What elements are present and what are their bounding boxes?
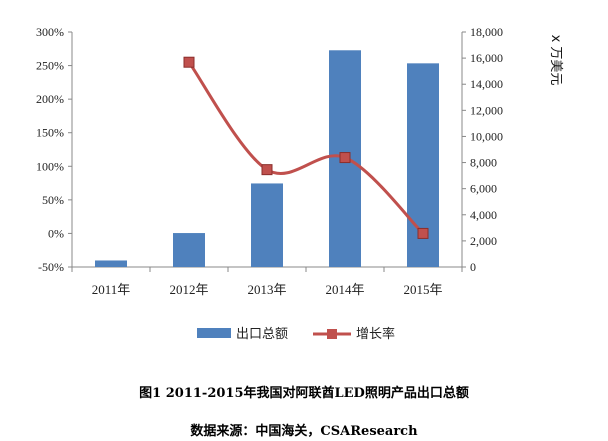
bar bbox=[173, 233, 205, 267]
chart-legend: 出口总额 增长率 bbox=[197, 326, 395, 342]
right-tick-label: 10,000 bbox=[470, 129, 503, 143]
left-tick-label: 150% bbox=[36, 126, 64, 140]
line-series bbox=[183, 56, 429, 239]
bar bbox=[95, 260, 127, 267]
right-tick-label: 8,000 bbox=[470, 156, 497, 170]
left-tick-label: 50% bbox=[42, 193, 64, 207]
legend-swatch-marker bbox=[327, 329, 337, 339]
growth-line bbox=[187, 61, 425, 235]
right-tick-label: 18,000 bbox=[470, 25, 503, 39]
left-tick-label: 250% bbox=[36, 59, 64, 73]
left-tick-label: -50% bbox=[38, 260, 64, 274]
growth-point bbox=[339, 152, 351, 164]
export-chart: -50% 0% 50% 100% 150% 200% 250% 300% 0 2,000 4,000… bbox=[36, 25, 563, 342]
category-label: 2015年 bbox=[403, 282, 442, 297]
bar bbox=[251, 183, 283, 267]
category-label: 2012年 bbox=[169, 282, 208, 297]
figure-source: 数据来源：中国海关，CSAResearch bbox=[190, 424, 418, 439]
category-label: 2013年 bbox=[247, 282, 286, 297]
right-tick-label: 6,000 bbox=[470, 182, 497, 196]
right-tick-label: 12,000 bbox=[470, 103, 503, 117]
right-axis-unit: x 万美元 bbox=[548, 35, 563, 86]
category-label: 2014年 bbox=[325, 282, 364, 297]
right-tick-label: 16,000 bbox=[470, 51, 503, 65]
bar-series bbox=[95, 50, 439, 268]
tick-labels: -50% 0% 50% 100% 150% 200% 250% 300% 0 2,000 4,000… bbox=[36, 25, 563, 297]
right-tick-label: 0 bbox=[470, 260, 476, 274]
left-tick-label: 0% bbox=[48, 226, 64, 240]
right-tick-label: 14,000 bbox=[470, 77, 503, 91]
right-tick-label: 2,000 bbox=[470, 234, 497, 248]
growth-point bbox=[261, 164, 273, 176]
legend-label-bar: 出口总额 bbox=[236, 327, 288, 342]
right-tick-label: 4,000 bbox=[470, 208, 497, 222]
left-tick-label: 200% bbox=[36, 92, 64, 106]
left-tick-label: 100% bbox=[36, 159, 64, 173]
growth-point bbox=[183, 56, 195, 68]
legend-label-line: 增长率 bbox=[356, 326, 395, 342]
legend-swatch-bar bbox=[197, 328, 231, 338]
growth-point bbox=[417, 227, 429, 239]
figure-title: 图1 2011-2015年我国对阿联酋LED照明产品出口总额 bbox=[139, 386, 469, 401]
left-tick-label: 300% bbox=[36, 25, 64, 39]
category-label: 2011年 bbox=[92, 282, 131, 297]
